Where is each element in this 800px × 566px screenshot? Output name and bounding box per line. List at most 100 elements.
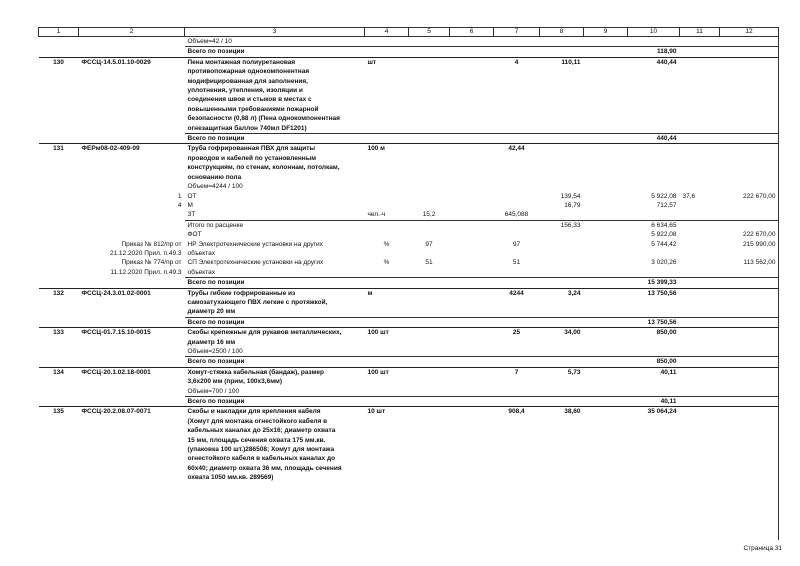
quantity-norm-cell bbox=[409, 201, 450, 210]
current-cost-cell bbox=[719, 46, 779, 58]
total-cost-cell: 40,11 bbox=[627, 396, 680, 407]
description-cell: НР Электротехнические установки на други… bbox=[187, 240, 323, 257]
unit-cell bbox=[365, 182, 409, 191]
col9-cell bbox=[583, 287, 628, 318]
current-cost-cell bbox=[720, 37, 779, 47]
position-number-cell bbox=[39, 347, 79, 357]
unit-price-cell bbox=[540, 182, 584, 191]
coefficient-cell bbox=[679, 356, 720, 368]
description-cell: Труба гофрированная ПВХ для защиты прово… bbox=[184, 143, 365, 183]
quantity-cell bbox=[493, 396, 540, 407]
total-cost-cell: 5 922,08 bbox=[651, 192, 677, 200]
col9-cell bbox=[583, 219, 628, 231]
total-cost-cell: 118,90 bbox=[627, 46, 680, 58]
unit-price-cell bbox=[540, 240, 584, 259]
unit-price-cell: 139,54 bbox=[560, 192, 581, 200]
unit-cell bbox=[365, 37, 409, 47]
total-cost-cell: 440,44 bbox=[627, 133, 680, 144]
position-number-cell: 133 bbox=[38, 327, 79, 347]
col6-cell bbox=[450, 192, 494, 201]
current-cost-cell bbox=[719, 219, 779, 231]
rate-code-cell bbox=[79, 134, 185, 144]
position-number-cell: 134 bbox=[38, 366, 79, 387]
rate-code-cell: ФССЦ-01.7.15.10-0015 bbox=[78, 327, 185, 347]
coefficient-cell bbox=[680, 240, 720, 259]
unit-price-cell: 110,11 bbox=[539, 56, 584, 134]
col6-cell bbox=[449, 327, 494, 347]
position-number-cell bbox=[39, 357, 79, 367]
col9-cell bbox=[584, 192, 628, 201]
quantity-norm-cell bbox=[409, 37, 450, 47]
total-cost-cell bbox=[628, 210, 680, 220]
estimate-table-sheet: 1 2 3 4 5 6 7 8 9 10 11 12 Объем=42 / 10… bbox=[38, 27, 779, 540]
coefficient-cell bbox=[680, 37, 720, 47]
unit-cell: 100 м bbox=[364, 143, 409, 183]
position-number-cell bbox=[39, 240, 79, 259]
position-number-cell bbox=[39, 210, 79, 220]
quantity-cell: 4 bbox=[493, 56, 540, 134]
quantity-cell bbox=[494, 201, 540, 210]
coefficient-cell bbox=[679, 219, 720, 231]
table-row: 4 М 16,79 712,57 bbox=[39, 201, 779, 210]
table-row: Приказ № 774/пр от 11.12.2020 Прил. п.49… bbox=[39, 258, 779, 277]
col6-cell bbox=[449, 356, 494, 368]
col6-cell bbox=[449, 46, 494, 58]
unit-cell: чел.-ч bbox=[367, 211, 386, 219]
quantity-norm-cell bbox=[409, 347, 450, 357]
col6-cell bbox=[450, 387, 494, 397]
unit-price-cell bbox=[540, 210, 584, 220]
coefficient-cell bbox=[679, 143, 720, 183]
rate-code-cell bbox=[79, 317, 185, 327]
col9-cell bbox=[583, 406, 628, 483]
current-cost-cell: 222 670,00 bbox=[742, 231, 776, 239]
quantity-cell: 7 bbox=[493, 366, 540, 387]
position-number-cell: 131 bbox=[38, 143, 79, 183]
table-row: Объем=2500 / 100 bbox=[39, 347, 779, 357]
quantity-cell bbox=[493, 219, 540, 231]
quantity-norm-cell bbox=[408, 56, 450, 134]
table-row: ЗТ чел.-ч 15,2 645,088 bbox=[39, 210, 779, 220]
col6-cell bbox=[450, 37, 494, 47]
quantity-norm-cell bbox=[408, 219, 450, 231]
total-cost-cell: 40,11 bbox=[627, 366, 680, 387]
current-cost-cell bbox=[719, 396, 779, 407]
unit-cell bbox=[364, 133, 409, 144]
unit-cell bbox=[364, 356, 409, 368]
quantity-cell bbox=[493, 356, 540, 368]
description-cell: Скобы и накладки для крепления кабеля (Х… bbox=[184, 406, 365, 483]
page-number: Страница 31 bbox=[743, 545, 783, 552]
table-row-total: Всего по позиции 40,11 bbox=[39, 396, 779, 407]
coefficient-cell bbox=[679, 277, 720, 289]
rate-code-cell bbox=[79, 347, 185, 357]
description-cell: Всего по позиции bbox=[184, 277, 365, 289]
total-cost-cell: 13 750,56 bbox=[627, 316, 680, 328]
current-cost-cell bbox=[719, 356, 779, 368]
total-cost-cell bbox=[628, 347, 680, 357]
quantity-norm-cell bbox=[408, 46, 450, 58]
position-number-cell bbox=[39, 258, 79, 277]
rate-code-cell: ФССЦ-20.2.08.07-0071 bbox=[78, 406, 185, 483]
current-cost-cell bbox=[719, 366, 779, 387]
unit-price-cell: 3,24 bbox=[539, 287, 584, 318]
description-cell: Хомут-стяжка кабельная (бандаж), размер … bbox=[184, 366, 365, 387]
unit-price-cell bbox=[539, 356, 584, 368]
quantity-norm-cell bbox=[408, 133, 450, 144]
unit-cell bbox=[365, 347, 409, 357]
unit-cell: 100 шт bbox=[364, 327, 409, 347]
col9-cell bbox=[584, 347, 628, 357]
quantity-cell bbox=[494, 387, 540, 397]
current-cost-cell: 113 562,00 bbox=[743, 259, 776, 267]
description-cell: Пена монтажная полиуретановая противопож… bbox=[184, 56, 365, 134]
quantity-cell bbox=[494, 230, 540, 239]
rate-code-cell bbox=[79, 210, 185, 220]
col9-cell bbox=[584, 182, 628, 191]
unit-price-cell bbox=[539, 143, 584, 183]
coefficient-cell bbox=[680, 387, 720, 397]
rate-code-cell: Приказ № 812/пр от 21.12.2020 Прил. п.49… bbox=[109, 240, 182, 257]
col9-cell bbox=[583, 356, 628, 368]
position-number-cell bbox=[39, 278, 79, 288]
description-cell: ФОТ bbox=[187, 231, 202, 239]
column-header: 5 bbox=[408, 27, 450, 37]
total-cost-cell: 35 064,24 bbox=[627, 406, 680, 483]
unit-cell bbox=[364, 316, 409, 328]
